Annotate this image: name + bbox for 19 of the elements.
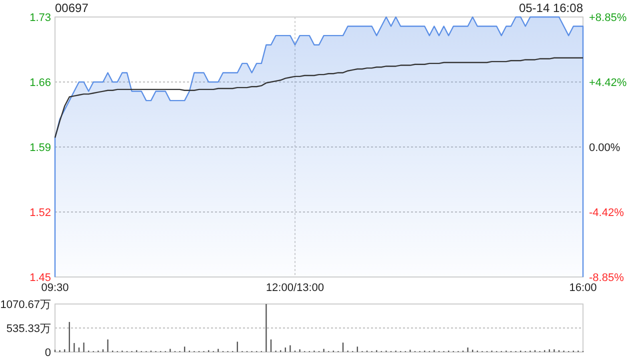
y-tick-label: 1.52 <box>30 206 51 219</box>
y-tick-label: 1.59 <box>30 142 51 154</box>
line-series <box>54 57 584 138</box>
x-tick-label: 09:30 <box>41 282 69 294</box>
y2-tick-label: +4.42% <box>589 76 627 89</box>
y-tick-label: 1.45 <box>30 272 51 284</box>
y-tick-label: 535.33万 <box>6 322 51 335</box>
x-tick-label: 16:00 <box>569 282 597 294</box>
y2-tick-label: 0.00% <box>589 142 620 154</box>
y2-tick-label: -4.42% <box>589 206 624 219</box>
y-tick-label: 1070.67万 <box>0 298 51 311</box>
y-tick-label: 0 <box>44 346 51 359</box>
y-tick-label: 1.73 <box>30 12 51 24</box>
x-tick-label: 12:00/13:00 <box>266 282 324 294</box>
y2-tick-label: +8.85% <box>589 12 627 24</box>
chart-title: 00697 <box>55 1 89 15</box>
text: 05-14 16:08 <box>518 1 584 15</box>
y2-tick-label: -8.85% <box>589 272 624 284</box>
y-tick-label: 1.66 <box>30 76 51 89</box>
